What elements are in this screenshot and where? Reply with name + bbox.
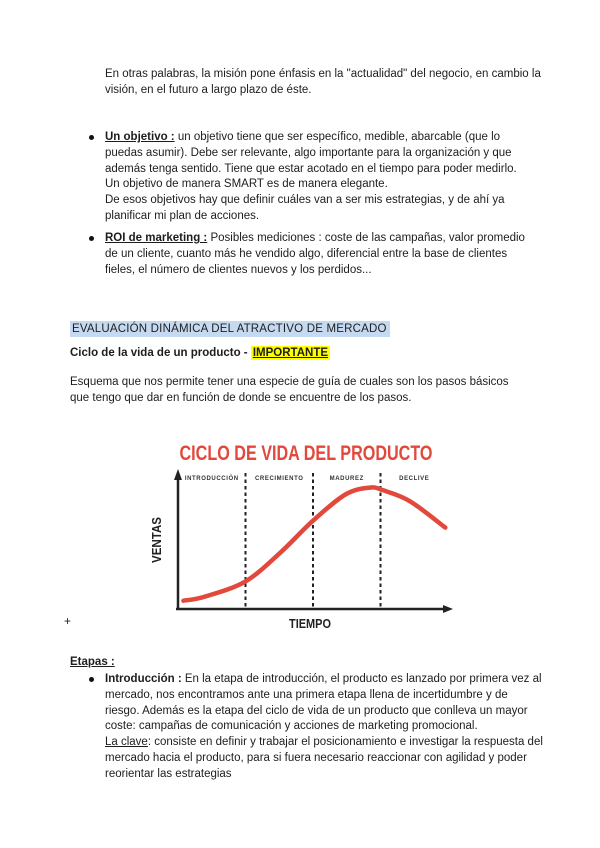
phase-label: MADUREZ [330,476,364,482]
bullet-un-objetivo: Un objetivo : un objetivo tiene que ser … [70,130,520,225]
bullet-dot-icon [89,135,94,140]
chart-plot-area [181,473,448,607]
bullet-lead: ROI de marketing : [105,232,208,244]
paragraph-mision: En otras palabras, la misión pone énfasi… [105,68,541,96]
lifecycle-chart-svg: CICLO DE VIDA DEL PRODUCTO VENTAS TIEMPO… [150,442,453,631]
phase-label: DECLIVE [399,476,429,482]
bullet-dot-icon [89,677,94,682]
y-axis-label: VENTAS [150,517,164,563]
y-axis-arrow-icon [174,469,182,480]
important-badge: IMPORTANTE [250,346,331,360]
bullet-text-before: En la etapa de introducción, el producto… [105,673,542,733]
x-axis-label: TIEMPO [289,617,331,631]
phase-label: INTRODUCCIÓN [185,474,239,482]
bullet-lead: Un objetivo : [105,131,175,143]
etapas-bullet-list: Introducción : En la etapa de introducci… [70,672,545,783]
subheading-text: Ciclo de la vida de un producto [70,347,241,359]
phase-label: CRECIMIENTO [255,476,304,482]
subheading-separator: - [240,347,251,359]
bullet-dot-icon [89,236,94,241]
bullet-roi-marketing: ROI de marketing : Posibles mediciones :… [70,231,535,278]
la-clave-underlined: La clave [105,736,148,749]
roi-bullet-list: ROI de marketing : Posibles mediciones :… [70,231,535,278]
bullet-introduccion: Introducción : En la etapa de introducci… [70,672,545,783]
etapas-heading: Etapas : [70,656,115,668]
product-lifecycle-chart: CICLO DE VIDA DEL PRODUCTO VENTAS TIEMPO… [145,438,465,638]
objectives-bullet-list: Un objetivo : un objetivo tiene que ser … [70,130,520,225]
chart-title: CICLO DE VIDA DEL PRODUCTO [180,442,433,465]
bullet-lead: Introducción : [105,673,182,685]
section-heading: EVALUACIÓN DINÁMICA DEL ATRACTIVO DE MER… [70,321,390,337]
section-heading-wrap: EVALUACIÓN DINÁMICA DEL ATRACTIVO DE MER… [70,319,390,337]
bullet-text-after: : consiste en definir y trabajar el posi… [105,736,543,780]
plus-marker: + [64,614,72,628]
x-axis-arrow-icon [443,605,453,613]
paragraph-esquema: Esquema que nos permite tener una especi… [70,376,509,404]
sales-curve [181,485,448,603]
bullet-text: Posibles mediciones : coste de las campa… [105,232,525,276]
subheading: Ciclo de la vida de un producto - IMPORT… [70,346,331,360]
bullet-text: un objetivo tiene que ser específico, me… [105,131,517,222]
